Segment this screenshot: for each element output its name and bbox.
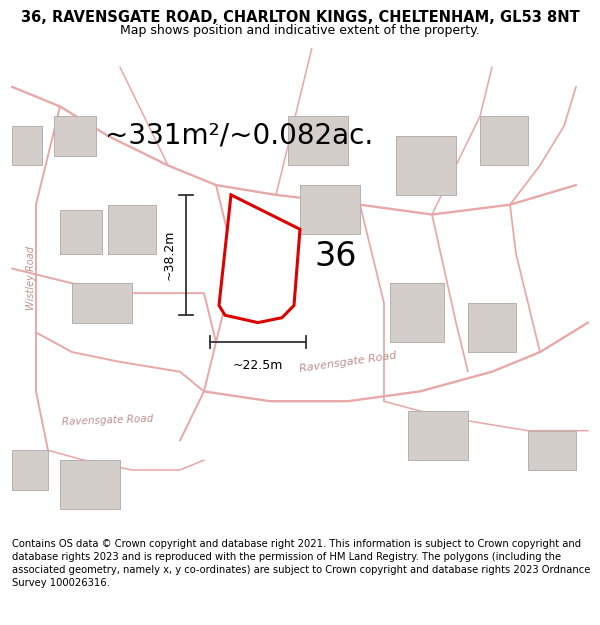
Polygon shape bbox=[72, 283, 132, 322]
Text: 36: 36 bbox=[315, 240, 357, 272]
Polygon shape bbox=[396, 136, 456, 195]
Polygon shape bbox=[528, 431, 576, 470]
Polygon shape bbox=[219, 195, 300, 322]
Polygon shape bbox=[12, 451, 48, 489]
Text: Map shows position and indicative extent of the property.: Map shows position and indicative extent… bbox=[120, 24, 480, 37]
Text: Contains OS data © Crown copyright and database right 2021. This information is : Contains OS data © Crown copyright and d… bbox=[12, 539, 590, 588]
Text: Wistley Road: Wistley Road bbox=[26, 246, 36, 311]
Text: Ravensgate Road: Ravensgate Road bbox=[299, 350, 397, 374]
Text: ~331m²/~0.082ac.: ~331m²/~0.082ac. bbox=[105, 122, 373, 150]
Polygon shape bbox=[408, 411, 468, 460]
Polygon shape bbox=[60, 460, 120, 509]
Text: 36, RAVENSGATE ROAD, CHARLTON KINGS, CHELTENHAM, GL53 8NT: 36, RAVENSGATE ROAD, CHARLTON KINGS, CHE… bbox=[20, 9, 580, 24]
Polygon shape bbox=[12, 126, 42, 166]
Polygon shape bbox=[288, 116, 348, 166]
Text: ~38.2m: ~38.2m bbox=[162, 230, 175, 280]
Text: ~22.5m: ~22.5m bbox=[233, 359, 283, 372]
Polygon shape bbox=[108, 205, 156, 254]
Text: Ravensgate Road: Ravensgate Road bbox=[62, 414, 154, 428]
Polygon shape bbox=[480, 116, 528, 166]
Polygon shape bbox=[60, 209, 102, 254]
Polygon shape bbox=[390, 283, 444, 342]
Polygon shape bbox=[468, 303, 516, 352]
Polygon shape bbox=[54, 116, 96, 156]
Polygon shape bbox=[300, 185, 360, 234]
